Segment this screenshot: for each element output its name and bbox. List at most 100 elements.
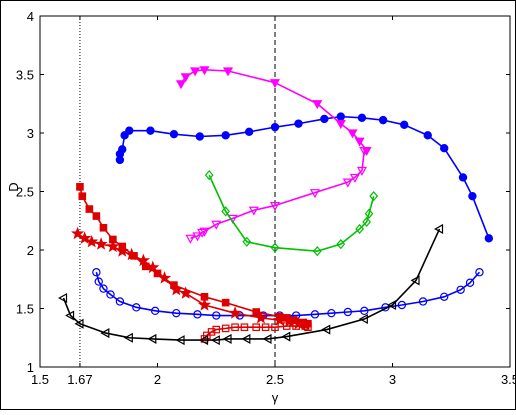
data-point: [336, 239, 346, 250]
data-point: [242, 236, 252, 247]
data-point: [269, 201, 281, 211]
data-point: [85, 234, 99, 248]
data-point: [327, 308, 336, 318]
data-point: [434, 223, 444, 234]
series-line: [62, 228, 441, 341]
data-point: [99, 284, 108, 293]
series-line: [95, 271, 481, 317]
data-point: [175, 335, 185, 346]
series-line: [203, 325, 309, 340]
data-point: [65, 310, 75, 321]
data-point: [195, 132, 204, 141]
data-point: [418, 297, 428, 306]
data-point: [207, 328, 216, 336]
data-point: [270, 122, 280, 132]
series-line: [190, 150, 366, 240]
data-point: [179, 286, 193, 299]
data-point: [358, 314, 368, 325]
data-point: [204, 169, 214, 181]
x-axis-label: γ: [272, 390, 279, 405]
data-point: [335, 120, 346, 130]
data-point: [364, 208, 374, 219]
data-point: [212, 325, 221, 334]
data-point: [146, 126, 155, 135]
data-point: [269, 79, 281, 89]
data-point: [310, 310, 320, 319]
data-point: [78, 192, 87, 200]
data-point: [169, 129, 179, 139]
y-tick-label: 1: [27, 360, 34, 375]
x-tick-label: 3: [389, 372, 396, 387]
data-point: [106, 239, 120, 253]
data-point: [228, 306, 242, 319]
data-point: [423, 131, 432, 140]
data-point: [118, 145, 127, 154]
data-point: [410, 275, 420, 286]
data-point: [387, 299, 397, 311]
data-point: [71, 226, 85, 240]
data-point: [221, 298, 230, 307]
data-point: [270, 242, 280, 253]
data-point: [147, 333, 157, 344]
data-point: [190, 67, 201, 77]
x-tick-label: 1.5: [31, 372, 49, 387]
data-point: [58, 292, 68, 303]
data-point: [199, 335, 209, 346]
data-point: [301, 322, 310, 330]
data-point: [169, 282, 183, 296]
data-point: [342, 178, 353, 188]
data-point: [309, 189, 320, 199]
data-point: [271, 323, 279, 332]
data-point: [273, 313, 287, 326]
data-point: [475, 268, 484, 277]
data-point: [153, 269, 162, 278]
data-point: [355, 223, 364, 235]
data-point: [304, 323, 312, 332]
data-point: [369, 191, 379, 202]
data-point: [76, 183, 84, 191]
data-point: [221, 206, 231, 217]
data-point: [146, 260, 160, 274]
data-point: [357, 113, 367, 122]
y-tick-label: 1.5: [16, 302, 34, 317]
data-point: [106, 290, 115, 299]
data-point: [125, 126, 134, 135]
x-tick-label: 2: [154, 372, 161, 387]
y-tick-label: 3: [27, 126, 34, 141]
y-tick-label: 2: [27, 243, 34, 258]
data-point: [100, 328, 110, 339]
x-tick-label: 1.67: [67, 372, 92, 387]
data-point: [400, 120, 409, 130]
data-point: [241, 333, 251, 344]
data-point: [115, 297, 125, 306]
data-point: [199, 227, 210, 237]
data-point: [85, 205, 94, 213]
data-point: [99, 223, 108, 232]
data-point: [192, 232, 203, 242]
data-point: [252, 308, 261, 316]
data-point: [349, 173, 360, 183]
data-point: [197, 298, 212, 311]
data-point: [378, 115, 388, 125]
data-point: [262, 333, 272, 344]
data-point: [282, 314, 296, 327]
data-point: [440, 292, 449, 301]
data-point: [150, 306, 160, 316]
data-point: [261, 323, 270, 332]
data-point: [347, 129, 358, 139]
data-point: [74, 318, 84, 329]
data-point: [484, 234, 494, 243]
y-tick-label: 3.5: [16, 68, 34, 83]
data-point: [465, 278, 475, 287]
data-point: [321, 324, 331, 335]
data-point: [115, 244, 129, 257]
y-tick-label: 4: [27, 9, 34, 24]
data-point: [356, 166, 367, 176]
data-point: [320, 114, 329, 124]
data-point: [180, 73, 191, 83]
data-point: [458, 173, 468, 182]
series-line: [208, 174, 375, 252]
data-point: [211, 220, 222, 230]
data-point: [157, 271, 172, 284]
